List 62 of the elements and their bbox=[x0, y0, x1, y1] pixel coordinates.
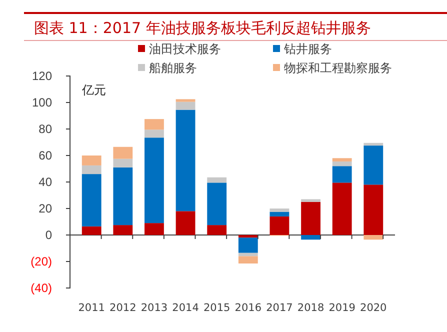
legend-label: 物探和工程勘察服务 bbox=[284, 61, 392, 75]
bar bbox=[82, 165, 102, 174]
bar bbox=[144, 138, 164, 224]
bar bbox=[332, 161, 352, 166]
bar bbox=[301, 199, 320, 202]
y-tick-label: 40 bbox=[38, 174, 52, 189]
bar bbox=[82, 226, 102, 235]
bar bbox=[301, 202, 320, 235]
bar bbox=[176, 99, 196, 102]
bar bbox=[176, 110, 196, 212]
bar bbox=[364, 146, 384, 185]
bar bbox=[207, 177, 227, 183]
bar bbox=[301, 235, 320, 240]
x-tick-label: 2012 bbox=[110, 302, 136, 314]
x-tick-label: 2019 bbox=[328, 302, 356, 314]
y-tick-label: 20 bbox=[38, 201, 52, 216]
bar bbox=[270, 216, 290, 235]
y-tick-label: 80 bbox=[38, 122, 52, 136]
x-tick-label: 2015 bbox=[203, 302, 230, 314]
bar bbox=[270, 208, 290, 212]
x-tick-label: 2018 bbox=[297, 302, 324, 314]
bar bbox=[238, 256, 258, 264]
bar bbox=[364, 235, 384, 240]
bar bbox=[113, 146, 133, 159]
legend-label: 钻井服务 bbox=[283, 42, 332, 56]
x-tick-label: 2016 bbox=[234, 302, 262, 314]
bar bbox=[144, 223, 164, 235]
x-tick-label: 2020 bbox=[360, 302, 387, 314]
bar bbox=[238, 238, 258, 253]
bar bbox=[176, 102, 196, 110]
bar bbox=[332, 166, 352, 183]
bar bbox=[113, 225, 133, 235]
bar bbox=[113, 158, 133, 168]
bar bbox=[207, 182, 227, 226]
bar bbox=[113, 167, 133, 226]
legend-label: 油田技术服务 bbox=[149, 42, 221, 56]
x-tick-label: 2011 bbox=[78, 302, 105, 314]
bar bbox=[332, 158, 352, 162]
bar bbox=[82, 174, 102, 226]
bar bbox=[207, 225, 227, 235]
bar bbox=[270, 212, 290, 216]
bar bbox=[82, 156, 102, 166]
bar bbox=[144, 130, 164, 138]
y-tick-label: 60 bbox=[38, 148, 52, 162]
y-tick-label: (20) bbox=[30, 254, 52, 268]
x-tick-label: 2013 bbox=[140, 302, 168, 314]
y-tick-label: 0 bbox=[45, 228, 52, 242]
bar bbox=[144, 119, 164, 130]
y-tick-label: (40) bbox=[30, 280, 52, 295]
bar bbox=[238, 252, 258, 256]
x-tick-label: 2014 bbox=[172, 302, 200, 314]
x-tick-label: 2017 bbox=[266, 302, 293, 314]
y-tick-label: 100 bbox=[32, 95, 52, 110]
bar bbox=[332, 182, 352, 235]
bar bbox=[364, 142, 384, 146]
legend-label: 船舶服务 bbox=[149, 61, 197, 75]
chart-title: 图表 11：2017 年油技服务板块毛利反超钻井服务 bbox=[34, 19, 371, 37]
bar bbox=[364, 184, 384, 235]
bar bbox=[176, 211, 196, 235]
annotation: 亿元 bbox=[81, 83, 106, 97]
y-tick-label: 120 bbox=[32, 68, 52, 83]
bar bbox=[238, 235, 258, 238]
